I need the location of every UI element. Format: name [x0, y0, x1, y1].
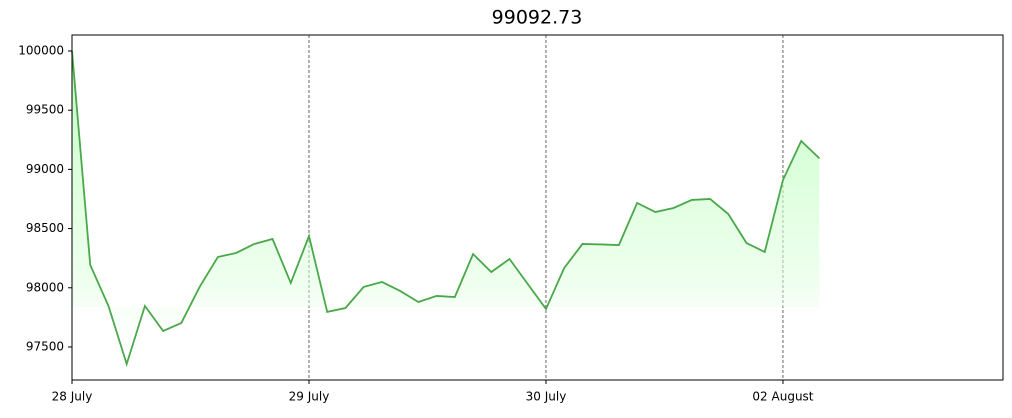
x-tick-label: 29 July	[289, 390, 330, 404]
y-tick-label: 97500	[26, 339, 64, 353]
x-tick-label: 02 August	[752, 390, 813, 404]
y-tick-label: 98500	[26, 221, 64, 235]
x-tick-label: 30 July	[526, 390, 567, 404]
y-tick-label: 98000	[26, 280, 64, 294]
y-tick-label: 100000	[18, 43, 64, 57]
x-tick-label: 28 July	[52, 390, 93, 404]
y-tick-label: 99000	[26, 162, 64, 176]
line	[71, 50, 821, 368]
plot-frame	[71, 34, 1004, 381]
y-tick-label: 99500	[26, 103, 64, 117]
chart-title: 99092.73	[492, 7, 583, 29]
area-fill	[72, 50, 820, 365]
